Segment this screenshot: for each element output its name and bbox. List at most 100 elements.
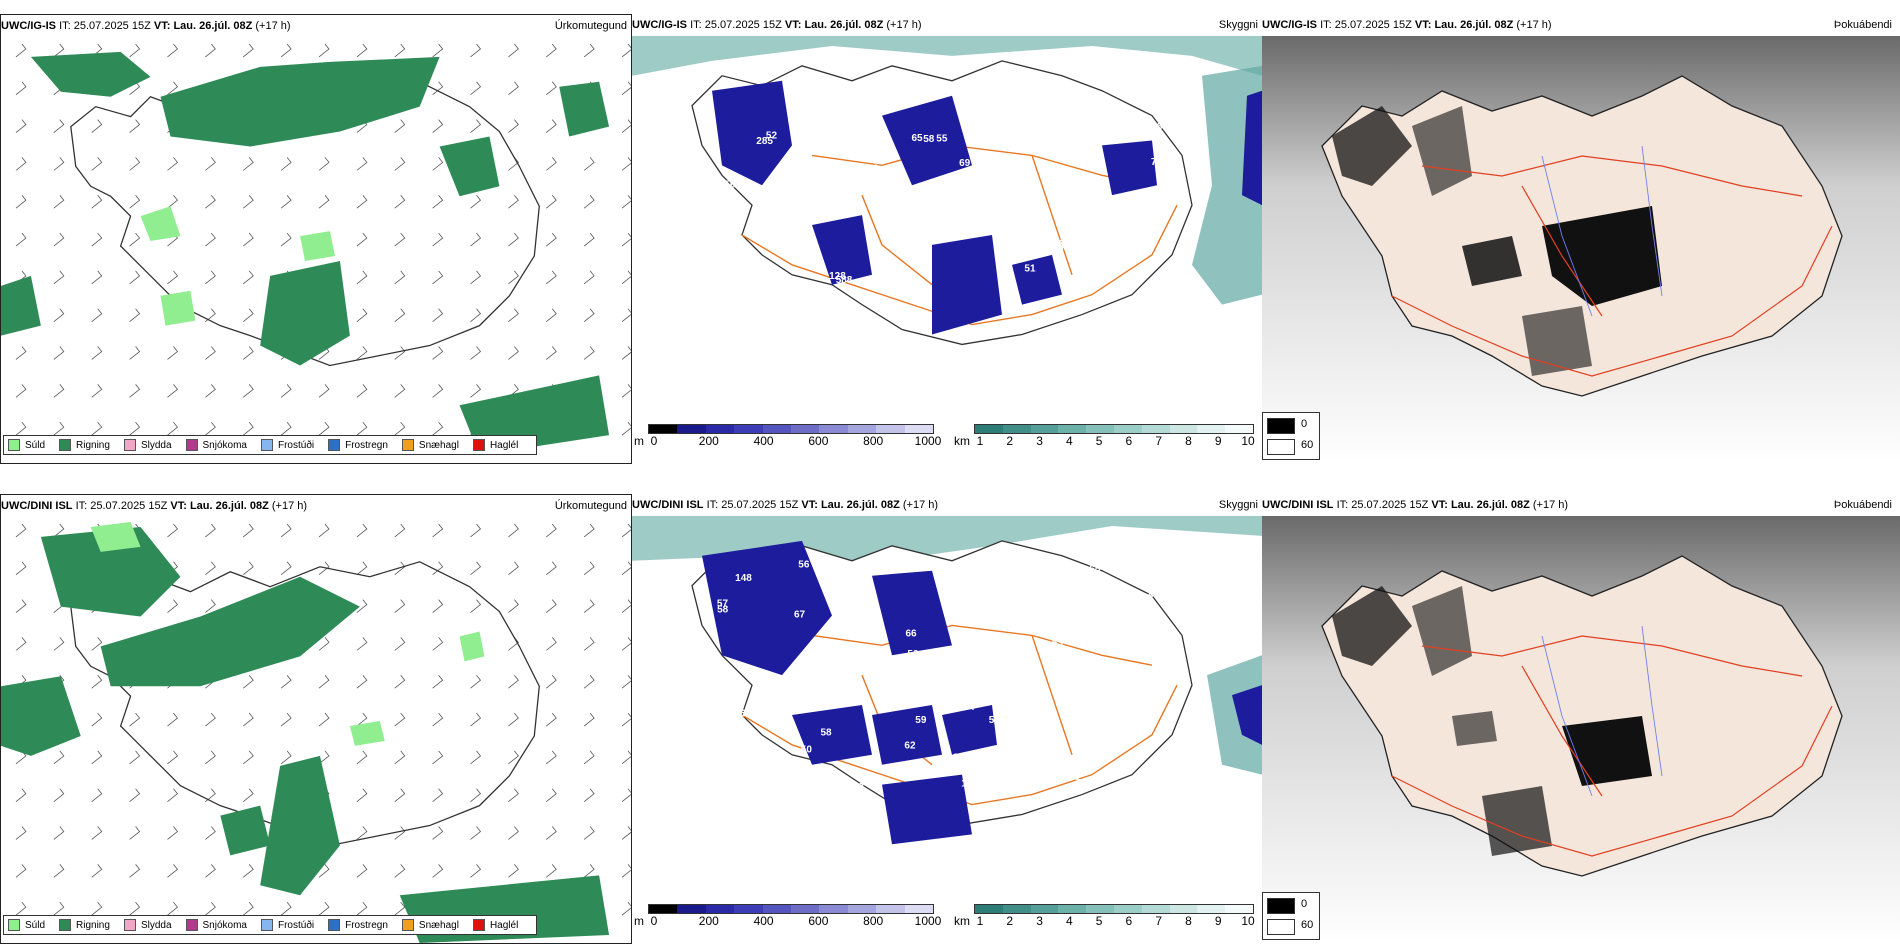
wind-barb bbox=[242, 308, 254, 322]
wind-barb bbox=[53, 346, 65, 360]
wind-barb bbox=[318, 421, 330, 436]
visibility-sea-band bbox=[632, 36, 1262, 76]
wind-barb bbox=[470, 712, 482, 727]
precip-legend-label: Haglél bbox=[489, 439, 519, 451]
colorbar-tick-label: 4 bbox=[1065, 434, 1073, 448]
wind-barb bbox=[15, 561, 27, 576]
precip-legend-item: Snæhagl bbox=[401, 919, 459, 931]
panel-header: UWC/DINI ISL IT: 25.07.2025 15Z VT: Lau.… bbox=[1262, 494, 1900, 516]
wind-barb bbox=[318, 561, 330, 576]
station-value-label: 63 bbox=[933, 218, 945, 229]
wind-barb bbox=[318, 195, 330, 209]
wind-barb bbox=[53, 826, 65, 840]
station-value-label: 26 bbox=[1166, 642, 1178, 653]
colorbar-tick-label: 8 bbox=[1185, 914, 1192, 928]
precip-legend-label: Frostúði bbox=[277, 439, 315, 451]
wind-barb bbox=[470, 119, 482, 133]
wind-barb bbox=[432, 523, 444, 538]
ceiling-colorbar: m 0 200 400 600 800 1000 bbox=[632, 424, 942, 460]
wind-barb bbox=[356, 864, 368, 878]
wind-barb bbox=[583, 675, 595, 689]
wind-barb bbox=[242, 232, 254, 247]
precip-legend-item: Haglél bbox=[472, 439, 519, 451]
wind-barb bbox=[432, 421, 444, 436]
panel-header: UWC/DINI ISL IT: 25.07.2025 15Z VT: Lau.… bbox=[1, 495, 631, 517]
station-value-label: 285 bbox=[756, 136, 773, 147]
colorbar-segment bbox=[762, 425, 792, 433]
station-value-label: 272 bbox=[757, 686, 774, 697]
station-value-label: 59 bbox=[915, 715, 927, 726]
station-value-label: 36 bbox=[867, 163, 879, 174]
wind-barb bbox=[280, 195, 292, 209]
wind-barb bbox=[91, 346, 103, 360]
wind-barb bbox=[318, 384, 330, 398]
wind-barb bbox=[470, 81, 482, 96]
precip-legend-item: Snæhagl bbox=[401, 439, 459, 451]
station-value-label: 47 bbox=[706, 663, 718, 674]
wind-barb bbox=[432, 308, 444, 322]
precip-legend-label: Snæhagl bbox=[418, 439, 459, 451]
colorbar-tick-label: 6 bbox=[1125, 914, 1133, 928]
fog-panel-row2: UWC/DINI ISL IT: 25.07.2025 15Z VT: Lau.… bbox=[1262, 494, 1900, 944]
station-value-label: 46 bbox=[1148, 589, 1160, 600]
wind-barb bbox=[583, 864, 595, 878]
drizzle-areas bbox=[140, 206, 335, 326]
wind-barb bbox=[356, 157, 368, 171]
model-name: UWC/IG-IS bbox=[632, 19, 687, 31]
station-value-label: 57 bbox=[1018, 114, 1030, 125]
precip-legend-label: Slydda bbox=[140, 919, 172, 931]
wind-barb bbox=[205, 43, 216, 58]
wind-barb bbox=[205, 308, 216, 322]
wind-barb bbox=[583, 270, 595, 285]
precip-legend-item: Súld bbox=[8, 919, 45, 931]
wind-barb bbox=[15, 232, 27, 247]
wind-barb bbox=[546, 864, 557, 878]
wind-barb bbox=[432, 346, 444, 360]
wind-barb bbox=[242, 864, 254, 878]
wind-barb bbox=[205, 384, 216, 398]
wind-barb bbox=[129, 346, 141, 360]
wind-barb bbox=[129, 270, 141, 285]
ceiling-colorbar: m 0 200 400 600 800 1000 bbox=[632, 904, 942, 940]
station-value-label: 57 bbox=[717, 599, 729, 610]
precip-legend-label: Rigning bbox=[76, 919, 110, 931]
station-value-label: 101 bbox=[961, 778, 978, 789]
wind-barb bbox=[129, 232, 141, 247]
station-value-label: 45 bbox=[1152, 575, 1164, 586]
precip-legend-label: Frostúði bbox=[277, 919, 315, 931]
colorbar-segment bbox=[762, 905, 792, 913]
wind-barb bbox=[356, 232, 368, 247]
wind-barb bbox=[280, 523, 292, 538]
valid-time: Lau. 26.júl. 08Z bbox=[173, 20, 253, 32]
station-value-label: 54 bbox=[917, 563, 929, 574]
wind-barb bbox=[583, 157, 595, 171]
colorbar-tick-label: 10 bbox=[1241, 914, 1255, 928]
wind-barb bbox=[470, 599, 482, 613]
wind-barb bbox=[53, 43, 65, 58]
precip-legend-item: Frostúði bbox=[260, 439, 315, 451]
station-value-label: 65 bbox=[912, 133, 924, 144]
fog-legend-label: 60 bbox=[1301, 919, 1314, 931]
wind-barb bbox=[508, 81, 519, 96]
visibility-colorbar-labels: 1 2 3 4 5 6 7 8 9 10 bbox=[952, 434, 1262, 450]
colorbar-tick-label: 7 bbox=[1155, 914, 1162, 928]
wind-barb bbox=[129, 826, 141, 840]
wind-barb bbox=[205, 750, 216, 765]
precip-map bbox=[1, 517, 631, 943]
ceiling-east bbox=[1242, 90, 1262, 206]
model-name: UWC/DINI ISL bbox=[1262, 499, 1334, 511]
wind-barb bbox=[15, 346, 27, 360]
wind-barb bbox=[356, 384, 368, 398]
colorbar-tick-label: 400 bbox=[753, 434, 774, 448]
precip-legend-swatch bbox=[185, 919, 198, 931]
model-name: UWC/IG-IS bbox=[1, 20, 56, 32]
station-value-label: 588 bbox=[836, 275, 853, 286]
station-value-label: 74 bbox=[1151, 157, 1163, 168]
wind-barb bbox=[508, 308, 519, 322]
wind-barb bbox=[318, 675, 330, 689]
wind-barb bbox=[508, 346, 519, 360]
wind-barb bbox=[546, 675, 557, 689]
wind-barb bbox=[546, 270, 557, 285]
precip-legend-item: Rigning bbox=[59, 439, 110, 451]
wind-barb bbox=[242, 750, 254, 765]
